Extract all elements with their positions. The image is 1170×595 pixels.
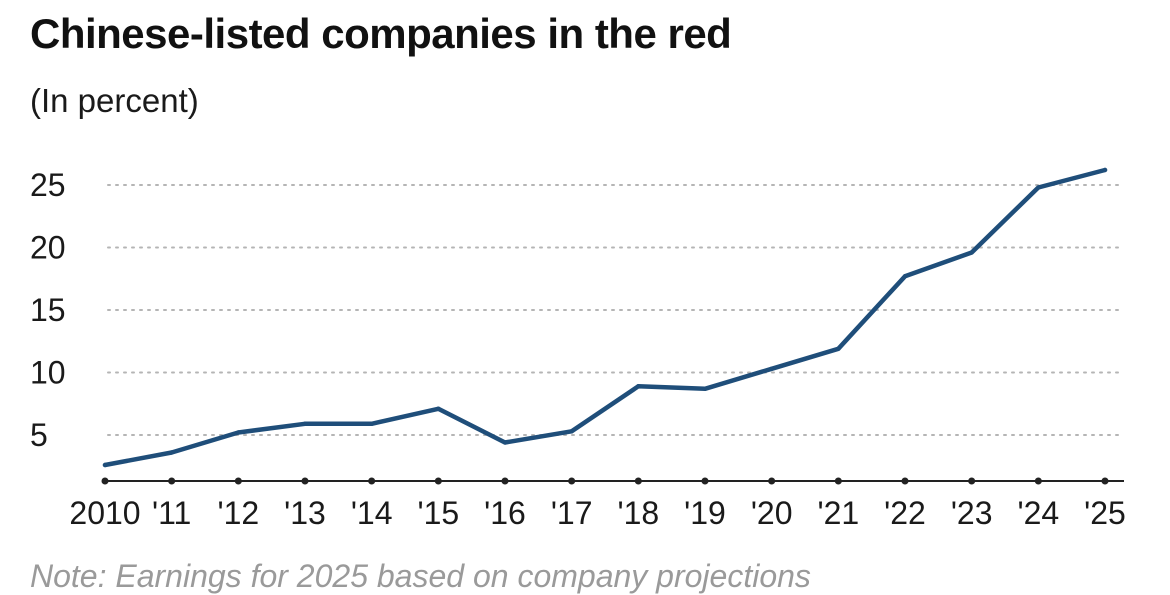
x-tick-dot	[968, 477, 976, 485]
data-point	[502, 440, 508, 445]
data-point	[169, 450, 174, 455]
x-tick-dot	[101, 477, 109, 485]
x-tick-label: '16	[484, 495, 526, 531]
data-point	[636, 384, 641, 389]
x-tick-label: '25	[1084, 495, 1126, 531]
x-tick-dot	[301, 477, 309, 485]
x-tick-label: '20	[751, 495, 793, 531]
chart-title: Chinese-listed companies in the red	[30, 10, 732, 57]
data-point	[836, 346, 841, 351]
x-tick-label: '15	[417, 495, 459, 531]
x-tick-dot	[701, 477, 709, 485]
data-point	[102, 462, 108, 468]
data-point	[769, 366, 774, 371]
x-tick-label: '17	[551, 495, 593, 531]
x-tick-label: '14	[351, 495, 393, 531]
y-tick-label: 5	[30, 417, 48, 453]
data-point	[902, 274, 908, 279]
x-tick-dot	[234, 477, 242, 485]
x-tick-dot	[501, 477, 509, 485]
data-point	[1036, 185, 1041, 190]
x-tick-dot	[901, 477, 909, 485]
data-point	[436, 406, 441, 411]
x-tick-dot	[1034, 477, 1042, 485]
data-point	[369, 421, 374, 426]
x-tick-dot	[1101, 477, 1109, 485]
x-axis	[101, 477, 1124, 485]
data-point	[302, 421, 308, 426]
x-tick-label: '19	[684, 495, 726, 531]
x-tick-label: '13	[284, 495, 326, 531]
x-tick-label: '23	[951, 495, 993, 531]
data-point	[1102, 167, 1108, 173]
x-tick-label: '21	[817, 495, 859, 531]
y-tick-label: 10	[30, 355, 66, 391]
chart-note: Note: Earnings for 2025 based on company…	[30, 558, 811, 594]
x-tick-label: '22	[884, 495, 926, 531]
y-tick-label: 20	[30, 230, 66, 266]
data-point	[969, 250, 974, 255]
y-tick-label: 15	[30, 292, 66, 328]
y-axis-ticks: 5 10 15 20 25	[30, 167, 66, 453]
series-line-0	[102, 167, 1108, 468]
line-chart: 5 10 15 20 25 2010 '11 '12 '13 '14 '15 '16 '17 '18 '1…	[30, 167, 1126, 531]
gridlines	[107, 184, 1125, 436]
y-tick-label: 25	[30, 167, 66, 203]
x-tick-dot	[168, 477, 176, 485]
data-point	[569, 429, 574, 434]
x-axis-ticks: 2010 '11 '12 '13 '14 '15 '16 '17 '18 '19 '20 '21 '22…	[69, 495, 1125, 531]
x-tick-label: '12	[217, 495, 259, 531]
data-point	[236, 430, 241, 435]
x-tick-dot	[568, 477, 576, 485]
series-layer	[102, 167, 1108, 468]
x-tick-label: 2010	[69, 495, 140, 531]
chart-subtitle: (In percent)	[30, 82, 199, 119]
x-tick-dot	[834, 477, 842, 485]
x-tick-dot	[434, 477, 442, 485]
data-point	[702, 386, 708, 391]
x-tick-dot	[634, 477, 642, 485]
x-tick-dot	[368, 477, 376, 485]
x-tick-label: '18	[617, 495, 659, 531]
x-tick-dot	[768, 477, 776, 485]
x-tick-label: '24	[1017, 495, 1059, 531]
x-tick-label: '11	[152, 495, 191, 531]
